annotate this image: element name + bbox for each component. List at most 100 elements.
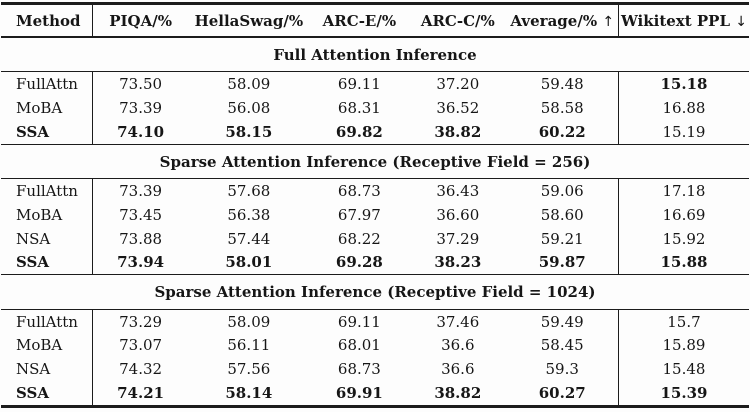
column-header-hellaswag: HellaSwag/% xyxy=(187,3,310,38)
table-row-fullattn: FullAttn 73.29 58.09 69.11 37.46 59.49 1… xyxy=(1,309,749,334)
table-row-nsa: NSA 73.88 57.44 68.22 37.29 59.21 15.92 xyxy=(1,226,749,251)
table-row-fullattn: FullAttn 73.50 58.09 69.11 37.20 59.48 1… xyxy=(1,71,749,97)
value-cell: 58.01 xyxy=(225,253,273,272)
value-cell: 73.45 xyxy=(119,205,163,224)
value-cell: 38.82 xyxy=(434,383,482,402)
value-cell: 73.50 xyxy=(119,75,163,94)
table-row-moba: MoBA 73.39 56.08 68.31 36.52 58.58 16.88 xyxy=(1,96,749,121)
method-cell: FullAttn xyxy=(1,178,94,204)
arrow-down-icon: ↓ xyxy=(735,14,747,30)
value-cell: 36.60 xyxy=(436,205,480,224)
method-cell: MoBA xyxy=(1,96,94,121)
method-cell: MoBA xyxy=(1,203,94,227)
value-cell: 73.94 xyxy=(117,253,165,272)
value-cell: 57.68 xyxy=(227,182,271,201)
method-cell: NSA xyxy=(1,226,94,251)
value-cell: 15.39 xyxy=(617,380,749,407)
value-cell: 73.39 xyxy=(119,182,163,201)
table-row-moba: MoBA 73.45 56.38 67.97 36.60 58.60 16.69 xyxy=(1,203,749,227)
value-cell: 59.3 xyxy=(545,360,579,379)
column-header-average: Average/% ↑ xyxy=(506,3,619,38)
table-row-ssa: SSA 73.94 58.01 69.28 38.23 59.87 15.88 xyxy=(1,250,749,275)
value-cell: 69.28 xyxy=(335,253,383,272)
value-cell: 56.11 xyxy=(227,336,271,355)
value-cell: 73.07 xyxy=(119,336,163,355)
value-cell: 15.92 xyxy=(617,226,749,251)
value-cell: 57.56 xyxy=(227,360,271,379)
method-cell: MoBA xyxy=(1,333,94,358)
value-cell: 68.73 xyxy=(337,360,381,379)
column-header-arc-e: ARC-E/% xyxy=(309,3,410,38)
value-cell: 36.52 xyxy=(436,99,480,118)
value-cell: 74.32 xyxy=(119,360,163,379)
column-header-average-label: Average/% xyxy=(510,12,598,30)
value-cell: 68.73 xyxy=(337,182,381,201)
value-cell: 58.09 xyxy=(227,75,271,94)
column-header-piqa: PIQA/% xyxy=(92,3,188,38)
value-cell: 17.18 xyxy=(617,178,749,204)
method-cell: FullAttn xyxy=(1,309,94,334)
value-cell: 69.82 xyxy=(335,122,383,141)
value-cell: 68.01 xyxy=(337,336,381,355)
section-title: Sparse Attention Inference (Receptive Fi… xyxy=(1,274,749,310)
value-cell: 58.45 xyxy=(540,336,584,355)
value-cell: 67.97 xyxy=(337,205,381,224)
value-cell: 15.19 xyxy=(617,120,749,145)
value-cell: 37.20 xyxy=(436,75,480,94)
table-row-fullattn: FullAttn 73.39 57.68 68.73 36.43 59.06 1… xyxy=(1,178,749,204)
column-header-wikitext-ppl: Wikitext PPL ↓ xyxy=(617,3,749,38)
value-cell: 15.89 xyxy=(617,333,749,358)
value-cell: 69.91 xyxy=(335,383,383,402)
value-cell: 59.06 xyxy=(540,182,584,201)
value-cell: 58.58 xyxy=(540,99,584,118)
method-cell: SSA xyxy=(1,250,94,275)
value-cell: 56.38 xyxy=(227,205,271,224)
value-cell: 73.88 xyxy=(119,229,163,248)
table-row-ssa: SSA 74.10 58.15 69.82 38.82 60.22 15.19 xyxy=(1,120,749,145)
value-cell: 60.27 xyxy=(538,383,586,402)
value-cell: 16.88 xyxy=(617,96,749,121)
value-cell: 60.22 xyxy=(538,122,586,141)
table-row-ssa: SSA 74.21 58.14 69.91 38.82 60.27 15.39 xyxy=(1,380,749,407)
value-cell: 68.22 xyxy=(337,229,381,248)
value-cell: 73.29 xyxy=(119,312,163,331)
value-cell: 69.11 xyxy=(337,312,381,331)
section-title: Sparse Attention Inference (Receptive Fi… xyxy=(1,143,749,180)
value-cell: 36.43 xyxy=(436,182,480,201)
method-cell: FullAttn xyxy=(1,71,94,97)
value-cell: 16.69 xyxy=(617,203,749,227)
value-cell: 15.88 xyxy=(617,250,749,275)
value-cell: 15.18 xyxy=(617,71,749,97)
value-cell: 58.60 xyxy=(540,205,584,224)
method-cell: SSA xyxy=(1,380,94,407)
table-row-moba: MoBA 73.07 56.11 68.01 36.6 58.45 15.89 xyxy=(1,333,749,358)
value-cell: 15.48 xyxy=(617,357,749,381)
value-cell: 58.15 xyxy=(225,122,273,141)
value-cell: 38.23 xyxy=(434,253,482,272)
column-header-method: Method xyxy=(1,3,94,38)
value-cell: 74.10 xyxy=(117,122,165,141)
method-cell: SSA xyxy=(1,120,94,145)
arrow-up-icon: ↑ xyxy=(602,14,615,30)
value-cell: 15.7 xyxy=(617,309,749,334)
method-cell: NSA xyxy=(1,357,94,381)
value-cell: 56.08 xyxy=(227,99,271,118)
section-header-sparse-1024: Sparse Attention Inference (Receptive Fi… xyxy=(1,274,749,310)
value-cell: 73.39 xyxy=(119,99,163,118)
value-cell: 59.87 xyxy=(538,253,586,272)
value-cell: 58.14 xyxy=(225,383,273,402)
value-cell: 36.6 xyxy=(441,336,475,355)
section-header-sparse-256: Sparse Attention Inference (Receptive Fi… xyxy=(1,143,749,180)
value-cell: 57.44 xyxy=(227,229,271,248)
value-cell: 58.09 xyxy=(227,312,271,331)
value-cell: 36.6 xyxy=(441,360,475,379)
value-cell: 59.49 xyxy=(540,312,584,331)
section-header-full-attention: Full Attention Inference xyxy=(1,36,749,73)
value-cell: 37.29 xyxy=(436,229,480,248)
section-title: Full Attention Inference xyxy=(1,36,749,73)
value-cell: 37.46 xyxy=(436,312,480,331)
column-header-wikitext-ppl-label: Wikitext PPL xyxy=(620,12,730,30)
value-cell: 69.11 xyxy=(337,75,381,94)
